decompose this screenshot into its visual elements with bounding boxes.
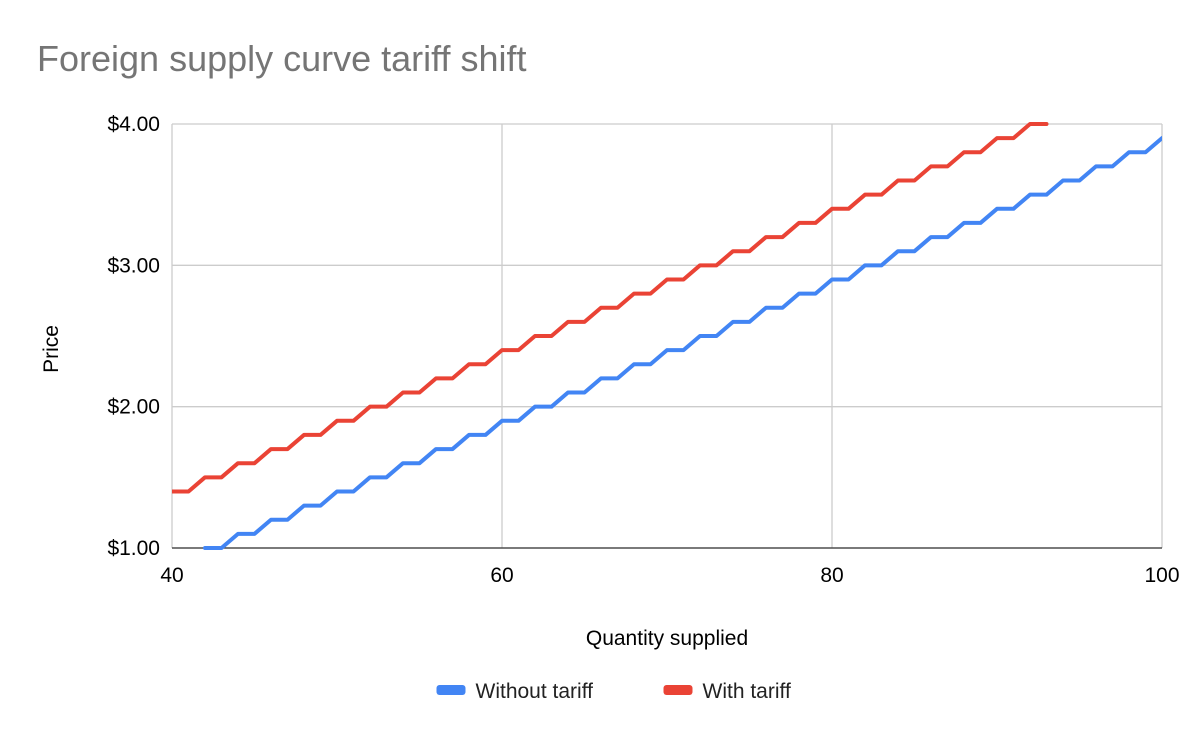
y-tick-label: $3.00 (107, 254, 160, 277)
series-1 (203, 136, 1162, 550)
legend-swatch (663, 685, 693, 695)
x-tick-label: 80 (820, 564, 843, 587)
y-tick-label: $4.00 (107, 113, 160, 136)
legend-label: Without tariff (476, 680, 594, 703)
x-tick-label: 60 (490, 564, 513, 587)
x-tick-label: 100 (1144, 564, 1179, 587)
legend: Without tariff With tariff (436, 680, 791, 703)
legend-swatch (436, 685, 466, 695)
y-tick-label: $2.00 (107, 396, 160, 419)
axis-layer: $1.00 $2.00 $3.00 $4.00 40 60 80 100 (107, 113, 1179, 587)
x-axis-title: Quantity supplied (586, 627, 748, 650)
series-line (203, 136, 1162, 550)
legend-label: With tariff (703, 680, 791, 703)
y-axis-title: Price (40, 325, 63, 373)
y-tick-label: $1.00 (107, 537, 160, 560)
legend-item: Without tariff (436, 680, 594, 703)
series-line (172, 122, 1049, 494)
x-tick-label: 40 (160, 564, 183, 587)
chart-title: Foreign supply curve tariff shift (37, 38, 527, 79)
legend-item: With tariff (663, 680, 791, 703)
grid-layer (171, 123, 1163, 549)
series-2 (172, 122, 1049, 494)
series-layer (172, 122, 1162, 550)
